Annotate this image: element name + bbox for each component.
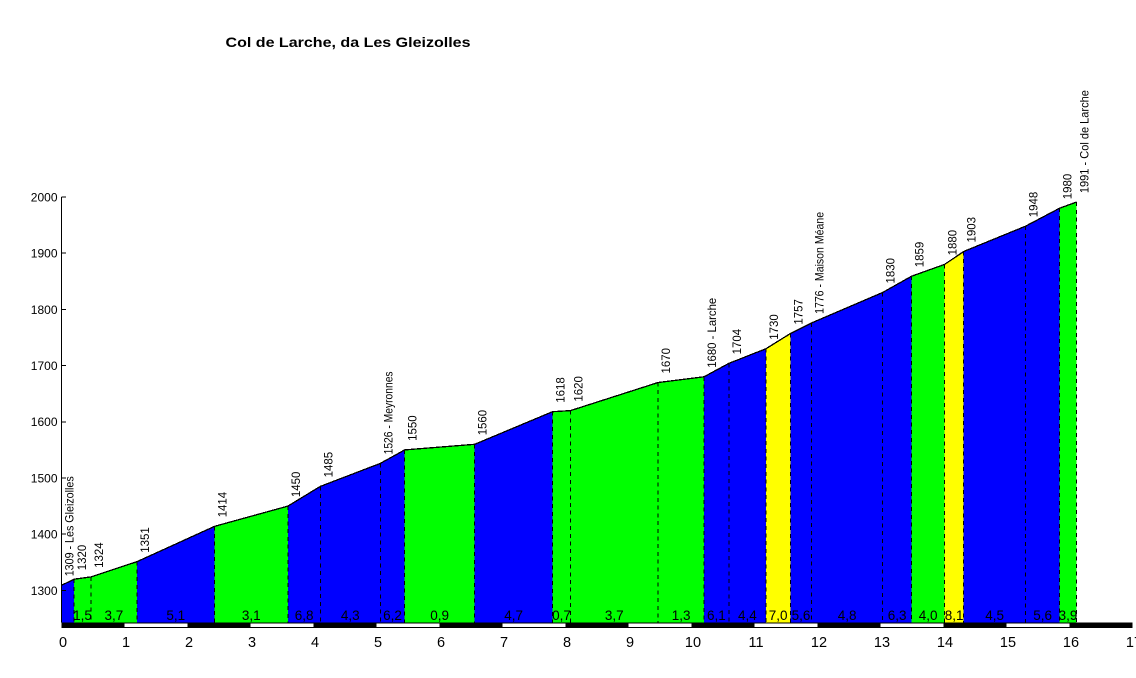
svg-text:1903: 1903	[965, 217, 979, 243]
svg-text:1,5: 1,5	[73, 608, 92, 623]
svg-text:1700: 1700	[31, 359, 58, 373]
svg-text:4,5: 4,5	[985, 608, 1004, 623]
svg-text:5: 5	[374, 635, 382, 651]
svg-text:6,1: 6,1	[707, 608, 726, 623]
svg-text:11: 11	[748, 635, 763, 651]
svg-text:1351: 1351	[138, 527, 152, 553]
svg-text:1550: 1550	[406, 415, 420, 441]
svg-text:0: 0	[59, 635, 67, 651]
svg-text:1880: 1880	[946, 230, 960, 256]
svg-text:5,6: 5,6	[1033, 608, 1052, 623]
svg-text:1730: 1730	[767, 314, 781, 340]
svg-text:15: 15	[1000, 635, 1016, 651]
svg-text:1704: 1704	[730, 329, 744, 355]
svg-text:3,9: 3,9	[1059, 608, 1078, 623]
svg-text:0,7: 0,7	[552, 608, 571, 623]
svg-text:1980: 1980	[1061, 173, 1075, 199]
svg-text:5,6: 5,6	[792, 608, 811, 623]
svg-text:1600: 1600	[31, 415, 58, 429]
svg-text:2: 2	[185, 635, 193, 651]
svg-text:14: 14	[937, 635, 953, 651]
svg-text:1618: 1618	[554, 377, 568, 403]
svg-text:8,1: 8,1	[945, 608, 964, 623]
svg-text:6: 6	[437, 635, 445, 651]
svg-text:1900: 1900	[31, 247, 58, 261]
svg-text:9: 9	[626, 635, 634, 651]
svg-text:1500: 1500	[31, 471, 58, 485]
svg-text:1830: 1830	[884, 258, 898, 284]
svg-text:1450: 1450	[289, 471, 303, 497]
svg-text:1300: 1300	[31, 584, 58, 598]
svg-text:5,1: 5,1	[166, 608, 185, 623]
svg-text:1991 - Col de Larche: 1991 - Col de Larche	[1077, 90, 1091, 193]
svg-text:6,8: 6,8	[295, 608, 314, 623]
svg-text:10: 10	[685, 635, 701, 651]
svg-text:1620: 1620	[572, 376, 586, 402]
svg-text:8: 8	[563, 635, 571, 651]
svg-text:1324: 1324	[92, 542, 106, 568]
svg-text:1: 1	[122, 635, 130, 651]
svg-text:3,1: 3,1	[242, 608, 261, 623]
svg-text:13: 13	[874, 635, 890, 651]
svg-text:1948: 1948	[1027, 191, 1041, 217]
svg-text:1309 - Les Gleizolles: 1309 - Les Gleizolles	[63, 476, 77, 576]
svg-text:7,0: 7,0	[769, 608, 788, 623]
svg-text:1859: 1859	[913, 241, 927, 267]
svg-text:2000: 2000	[31, 190, 58, 204]
svg-text:4,7: 4,7	[504, 608, 523, 623]
svg-text:1320: 1320	[75, 544, 89, 570]
svg-text:1526 - Meyronnes: 1526 - Meyronnes	[381, 371, 395, 454]
svg-text:Col de Larche, da Les Gleizoll: Col de Larche, da Les Gleizolles	[226, 34, 471, 50]
svg-text:3: 3	[248, 635, 256, 651]
svg-text:4,0: 4,0	[919, 608, 938, 623]
svg-text:0,9: 0,9	[430, 608, 449, 623]
svg-text:4,4: 4,4	[738, 608, 757, 623]
svg-text:4: 4	[311, 635, 319, 651]
svg-text:6,2: 6,2	[383, 608, 402, 623]
svg-text:1680 - Larche: 1680 - Larche	[705, 298, 719, 368]
svg-text:3,7: 3,7	[105, 608, 124, 623]
svg-text:1,3: 1,3	[672, 608, 691, 623]
svg-text:1670: 1670	[659, 348, 673, 374]
svg-text:1485: 1485	[321, 452, 335, 478]
svg-text:1776 - Maison Méane: 1776 - Maison Méane	[813, 212, 827, 314]
svg-text:1414: 1414	[216, 491, 230, 517]
svg-text:16: 16	[1063, 635, 1079, 651]
svg-text:4,8: 4,8	[838, 608, 857, 623]
svg-text:1800: 1800	[31, 303, 58, 317]
svg-text:17: 17	[1126, 635, 1136, 651]
svg-text:6,3: 6,3	[888, 608, 907, 623]
svg-text:4,3: 4,3	[341, 608, 360, 623]
svg-text:1400: 1400	[31, 528, 58, 542]
svg-text:1757: 1757	[791, 299, 805, 325]
svg-text:1560: 1560	[476, 409, 490, 435]
svg-text:12: 12	[811, 635, 827, 651]
svg-text:3,7: 3,7	[605, 608, 624, 623]
svg-text:7: 7	[500, 635, 508, 651]
